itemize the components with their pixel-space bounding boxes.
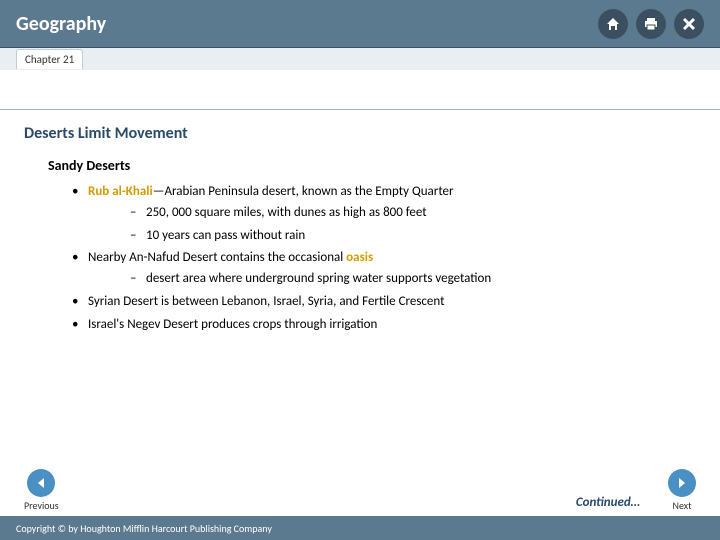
close-icon[interactable] xyxy=(674,9,704,39)
content-area: Deserts Limit Movement Sandy Deserts Rub… xyxy=(0,110,720,336)
vocab-term: Rub al-Khali xyxy=(88,184,153,199)
copyright-text: Copyright © by Houghton Mifflin Harcourt… xyxy=(16,522,272,535)
footer-bar: Copyright © by Houghton Mifflin Harcourt… xyxy=(0,516,720,540)
sub-list: 250, 000 square miles, with dunes as hig… xyxy=(122,203,696,247)
section-title: Deserts Limit Movement xyxy=(24,124,696,143)
vocab-term: oasis xyxy=(346,250,373,265)
header-icons xyxy=(598,9,704,39)
bullet-text: Israel's Negev Desert produces crops thr… xyxy=(88,317,377,332)
print-icon[interactable] xyxy=(636,9,666,39)
next-arrow-icon xyxy=(668,469,696,497)
sub-list: desert area where underground spring wat… xyxy=(122,269,696,290)
prev-label: Previous xyxy=(24,499,59,512)
home-icon[interactable] xyxy=(598,9,628,39)
subsection-title: Sandy Deserts xyxy=(48,157,696,174)
list-item: Nearby An-Nafud Desert contains the occa… xyxy=(68,248,696,290)
next-button[interactable]: Next xyxy=(668,469,696,512)
list-item: Syrian Desert is between Lebanon, Israel… xyxy=(68,292,696,313)
bullet-text: Nearby An-Nafud Desert contains the occa… xyxy=(88,250,346,265)
content-gap xyxy=(0,70,720,110)
list-item: Israel's Negev Desert produces crops thr… xyxy=(68,315,696,336)
chapter-tab[interactable]: Chapter 21 xyxy=(16,49,83,69)
bullet-text: —Arabian Peninsula desert, known as the … xyxy=(153,184,454,199)
page-title: Geography xyxy=(16,12,106,36)
next-label: Next xyxy=(673,499,692,512)
prev-button[interactable]: Previous xyxy=(24,469,59,512)
bullet-list: Rub al-Khali—Arabian Peninsula desert, k… xyxy=(68,182,696,336)
continued-label: Continued… xyxy=(576,495,640,510)
prev-arrow-icon xyxy=(27,469,55,497)
chapter-bar: Chapter 21 xyxy=(0,48,720,70)
sub-item: 250, 000 square miles, with dunes as hig… xyxy=(122,203,696,224)
sub-item: 10 years can pass without rain xyxy=(122,226,696,247)
header-bar: Geography xyxy=(0,0,720,48)
sub-item: desert area where underground spring wat… xyxy=(122,269,696,290)
list-item: Rub al-Khali—Arabian Peninsula desert, k… xyxy=(68,182,696,246)
bullet-text: Syrian Desert is between Lebanon, Israel… xyxy=(88,294,444,309)
